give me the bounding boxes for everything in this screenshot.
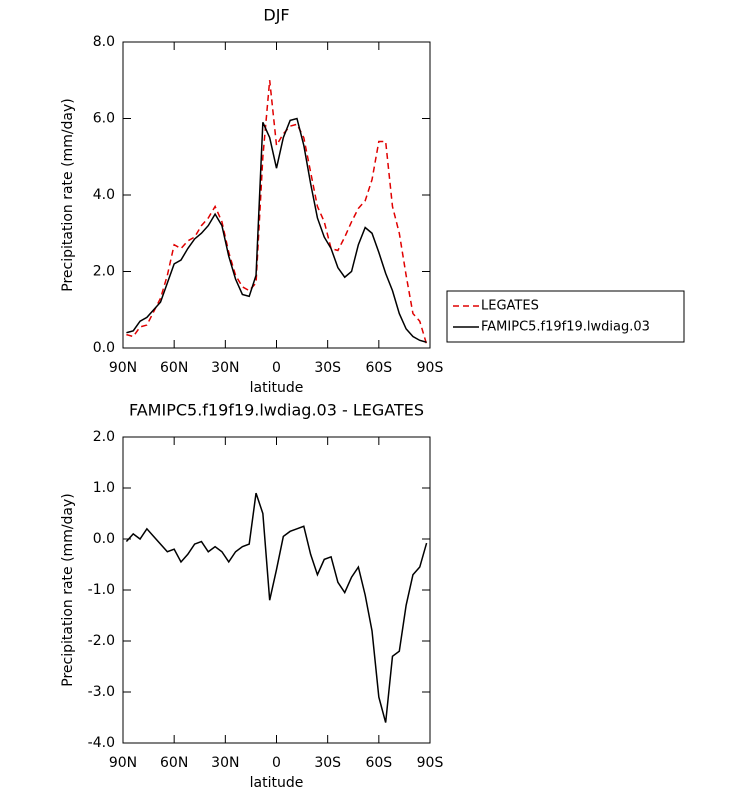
- data-line: [126, 117, 427, 343]
- x-axis-label: latitude: [250, 775, 304, 791]
- chart-title: DJF: [263, 6, 289, 25]
- data-line: [126, 80, 428, 345]
- y-tick-label: -4.0: [88, 735, 115, 751]
- x-tick-label: 30S: [314, 755, 341, 771]
- x-tick-label: 90S: [417, 360, 444, 376]
- y-axis-label: Precipitation rate (mm/day): [60, 493, 76, 687]
- x-tick-label: 0: [272, 755, 281, 771]
- y-tick-label: 6.0: [93, 111, 115, 127]
- x-tick-label: 60N: [160, 360, 188, 376]
- legend-box: [446, 290, 685, 343]
- x-tick-label: 60N: [160, 755, 188, 771]
- x-tick-label: 30N: [211, 360, 239, 376]
- y-tick-label: 8.0: [93, 34, 115, 50]
- x-tick-label: 90S: [417, 755, 444, 771]
- y-tick-label: 0.0: [93, 340, 115, 356]
- y-tick-label: 2.0: [93, 264, 115, 280]
- y-tick-label: -3.0: [88, 684, 115, 700]
- x-tick-label: 60S: [365, 360, 392, 376]
- y-tick-label: 4.0: [93, 187, 115, 203]
- x-tick-label: 30S: [314, 360, 341, 376]
- x-axis-label: latitude: [250, 380, 304, 396]
- data-line: [125, 492, 428, 723]
- chart-title: FAMIPC5.f19f19.lwdiag.03 - LEGATES: [129, 401, 424, 420]
- x-tick-label: 0: [272, 360, 281, 376]
- y-tick-label: 1.0: [93, 480, 115, 496]
- y-tick-label: -1.0: [88, 582, 115, 598]
- plot-frame: [122, 41, 431, 349]
- legend-label: FAMIPC5.f19f19.lwdiag.03: [481, 320, 650, 335]
- legend-label: LEGATES: [481, 299, 539, 314]
- y-axis-label: Precipitation rate (mm/day): [60, 98, 76, 292]
- x-tick-label: 30N: [211, 755, 239, 771]
- x-tick-label: 90N: [109, 360, 137, 376]
- y-tick-label: 0.0: [93, 531, 115, 547]
- y-tick-label: 2.0: [93, 429, 115, 445]
- x-tick-label: 60S: [365, 755, 392, 771]
- plot-frame: [122, 436, 431, 744]
- y-tick-label: -2.0: [88, 633, 115, 649]
- x-tick-label: 90N: [109, 755, 137, 771]
